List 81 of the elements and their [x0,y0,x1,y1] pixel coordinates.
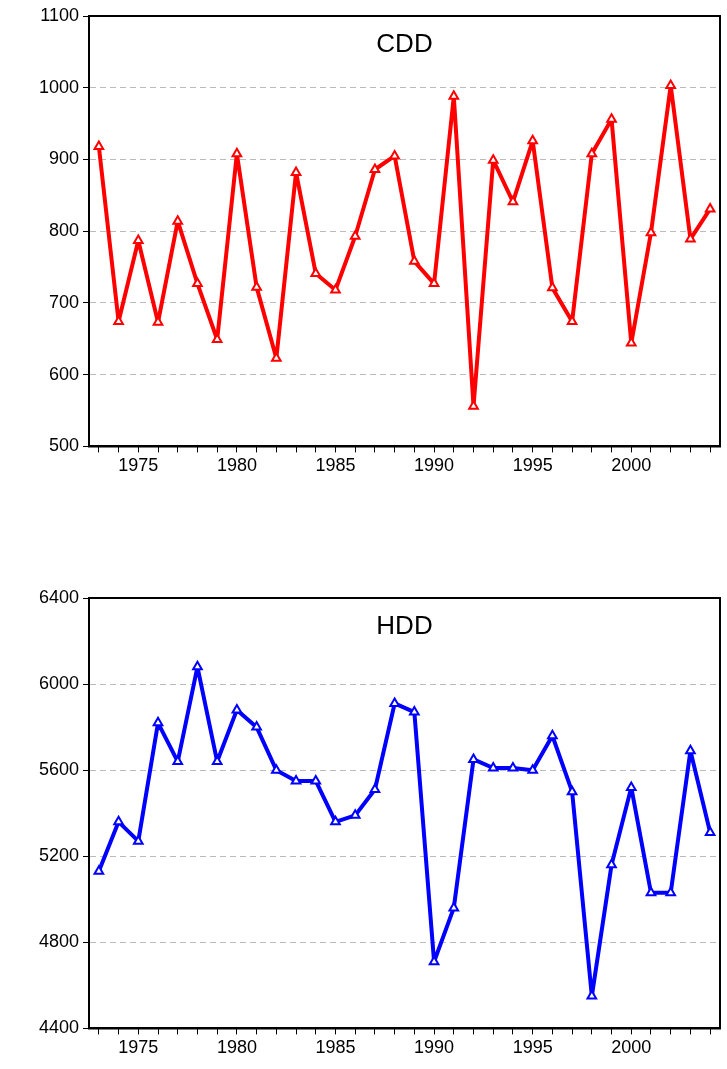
y-tick-label: 6400 [38,586,79,607]
x-tick-label: 1975 [118,455,159,476]
point [349,230,361,240]
point [231,703,243,714]
y-tick-label: 5600 [38,759,79,780]
point [428,277,440,288]
y-tick-label: 1000 [38,76,79,97]
point [507,762,519,772]
point [527,764,538,774]
point [487,762,499,772]
y-tick-label: 700 [48,291,79,312]
point [409,255,420,265]
y-tick-label: 800 [48,220,79,241]
point [310,774,322,785]
point [566,785,578,796]
x-tick-label: 2000 [611,455,652,476]
point [369,783,381,794]
y-tick-label: 600 [48,363,79,384]
x-tick-label: 2000 [611,1037,652,1058]
point [330,815,341,826]
y-tick-label: 1100 [40,4,79,25]
x-tick-label: 1975 [118,1037,159,1058]
y-tick-label: 4400 [38,1017,79,1038]
point [290,166,302,176]
y-tick-label: 500 [48,435,79,456]
point [704,202,716,213]
text: CDD [376,28,433,59]
point [271,764,282,774]
point [132,835,144,845]
point [487,154,499,164]
point [172,755,184,766]
point [645,226,657,237]
x-tick-label: 1995 [512,455,553,476]
point [645,886,657,897]
point [192,277,203,288]
point [192,660,203,671]
point [665,79,677,90]
point [685,233,696,243]
point [547,729,558,740]
point [251,721,262,731]
x-tick-label: 1985 [315,455,356,476]
x-tick-label: 1995 [512,1037,553,1058]
point [231,147,243,158]
point [685,744,696,755]
point [409,706,420,716]
y-tick-label: 5200 [38,845,79,866]
point [389,149,400,160]
point [606,858,617,869]
point [625,781,637,791]
text: HDD [376,610,433,641]
point [389,697,400,707]
point [468,753,479,763]
y-tick-label: 6000 [38,673,79,694]
point [527,134,538,145]
point [290,774,302,785]
x-tick-label: 1980 [216,1037,257,1058]
y-tick-label: 900 [48,148,79,169]
point [586,147,598,158]
point [369,163,381,174]
point [606,113,617,123]
point [547,281,558,292]
point [507,195,519,206]
x-tick-label: 1990 [414,1037,455,1058]
x-tick-label: 1990 [414,455,455,476]
point [665,886,677,897]
point [330,284,341,294]
point [113,815,124,826]
point [349,809,361,819]
x-tick-label: 1985 [315,1037,356,1058]
x-tick-label: 1980 [216,455,257,476]
point [310,267,322,278]
point [448,901,460,912]
point [704,826,716,837]
point [251,281,262,291]
point [448,90,460,100]
point [152,716,164,727]
point [172,215,184,225]
y-tick-label: 4800 [38,931,79,952]
point [93,140,105,151]
point [93,865,105,875]
point [132,234,144,245]
